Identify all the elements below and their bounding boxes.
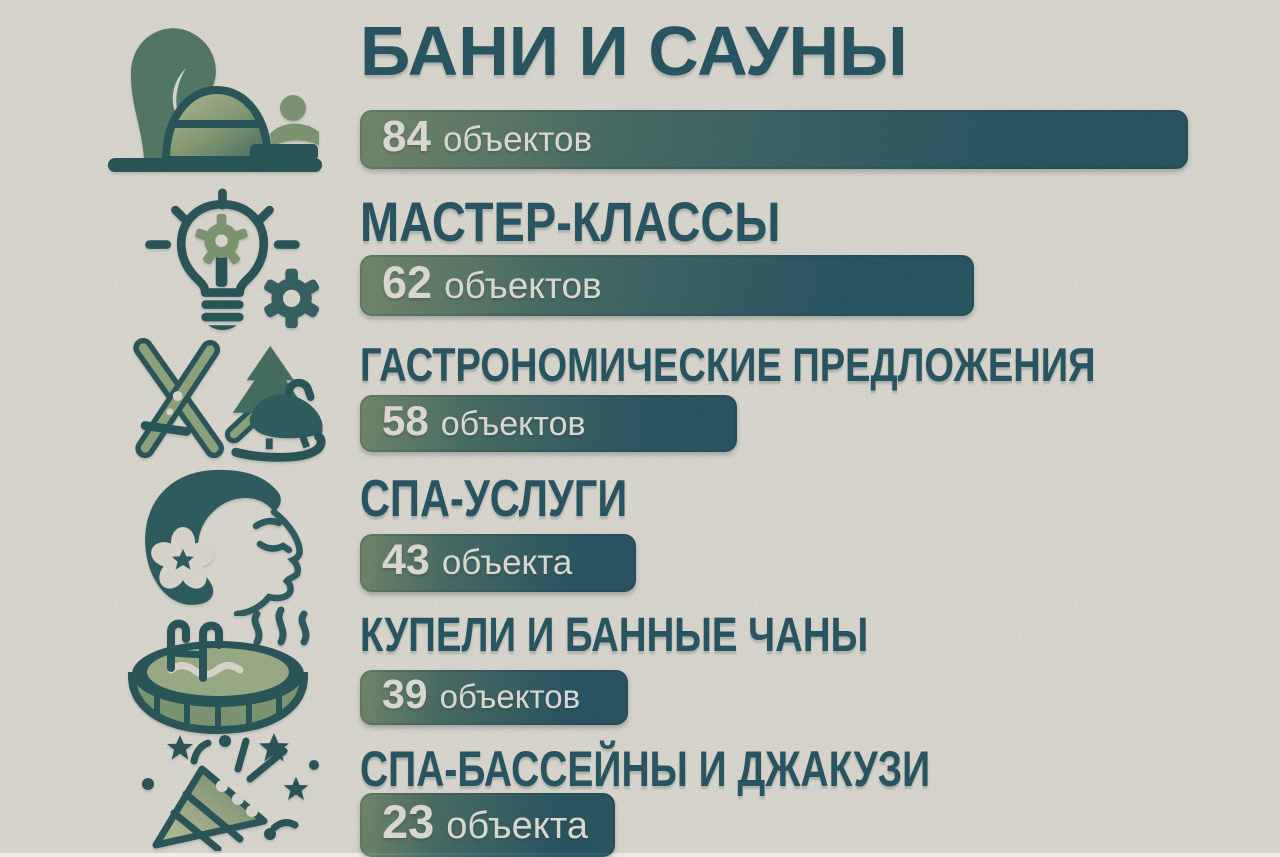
- spa-woman-icon: [122, 464, 307, 616]
- count-value: 84: [382, 112, 431, 161]
- count-unit: объектов: [439, 678, 581, 715]
- sauna-icon: [100, 8, 330, 180]
- activities-icon: [112, 334, 332, 464]
- count-bar: 43 объекта: [360, 534, 636, 592]
- count-unit: объектов: [442, 120, 593, 159]
- count-value: 58: [382, 397, 429, 444]
- count-value: 62: [382, 257, 433, 308]
- category-title: БАНИ И САУНЫ: [360, 12, 908, 90]
- count-value: 23: [382, 795, 435, 848]
- category-title: СПА-БАССЕЙНЫ И ДЖАКУЗИ: [360, 741, 931, 797]
- count-unit: объектов: [440, 405, 586, 443]
- category-title: СПА-УСЛУГИ: [360, 470, 628, 528]
- hot-tub-icon: [115, 606, 325, 736]
- count-value: 43: [382, 536, 430, 584]
- count-unit: объекта: [446, 805, 588, 847]
- count-bar: 84 объектов: [360, 110, 1188, 169]
- category-title: ГАСТРОНОМИЧЕСКИЕ ПРЕДЛОЖЕНИЯ: [360, 338, 1096, 391]
- count-bar: 39 объектов: [360, 670, 628, 725]
- count-unit: объекта: [441, 543, 573, 582]
- count-bar: 23 объекта: [360, 793, 615, 857]
- category-title: МАСТЕР-КЛАССЫ: [360, 190, 781, 253]
- count-unit: объектов: [444, 265, 602, 306]
- count-value: 39: [382, 671, 428, 717]
- category-title: КУПЕЛИ И БАННЫЕ ЧАНЫ: [360, 609, 869, 662]
- workshop-icon: [138, 186, 330, 332]
- count-bar: 58 объектов: [360, 395, 737, 452]
- count-bar: 62 объектов: [360, 255, 974, 316]
- party-popper-icon: [128, 731, 323, 851]
